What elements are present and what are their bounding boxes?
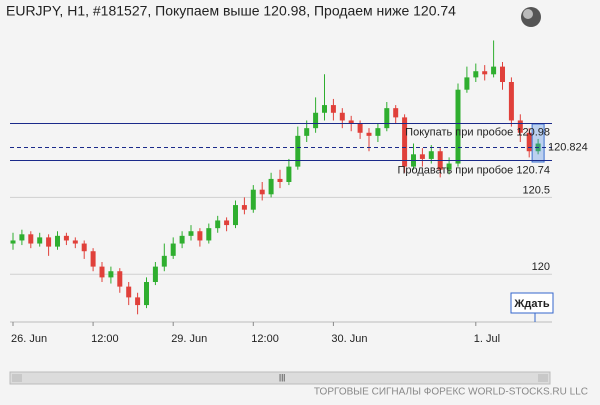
candle-body bbox=[526, 132, 532, 152]
candle-body bbox=[170, 243, 176, 256]
candle-body bbox=[72, 240, 78, 244]
candle-body bbox=[375, 128, 381, 136]
candle-body bbox=[233, 205, 238, 226]
candle-body bbox=[28, 234, 34, 244]
scroll-right[interactable] bbox=[538, 374, 548, 382]
x-tick-label: 26. Jun bbox=[11, 333, 47, 345]
candle-body bbox=[152, 266, 158, 282]
candle-body bbox=[63, 235, 69, 241]
candle-body bbox=[286, 166, 292, 182]
button-label[interactable]: Ждать bbox=[513, 298, 549, 310]
candle-body bbox=[19, 234, 25, 241]
candle-body bbox=[500, 66, 505, 82]
candle-body bbox=[90, 251, 96, 267]
x-tick-label: 12:00 bbox=[251, 333, 279, 345]
candle-body bbox=[419, 154, 425, 159]
candle-body bbox=[446, 163, 452, 170]
candle-body bbox=[135, 297, 141, 306]
current-price-label: 120.824 bbox=[548, 141, 588, 153]
candle-body bbox=[215, 220, 221, 229]
candle-body bbox=[393, 108, 399, 118]
candle-body bbox=[161, 255, 167, 267]
y-tick-label: 120.5 bbox=[522, 184, 550, 196]
candle-body bbox=[241, 205, 247, 210]
candle-body bbox=[455, 89, 461, 164]
candle-body bbox=[37, 237, 43, 244]
candle-body bbox=[144, 282, 149, 306]
candle-body bbox=[464, 77, 470, 90]
level-label: Продавать при пробое 120.74 bbox=[397, 164, 550, 176]
candle-body bbox=[322, 105, 327, 113]
candle-body bbox=[46, 237, 52, 247]
x-tick-label: 12:00 bbox=[91, 333, 119, 345]
candle-body bbox=[313, 112, 319, 129]
chart-title: EURJPY, H1, #181527, Покупаем выше 120.9… bbox=[6, 3, 456, 19]
candle-body bbox=[277, 178, 283, 182]
candle-body bbox=[428, 151, 434, 159]
candle-body bbox=[126, 286, 132, 298]
candle-body bbox=[295, 135, 301, 167]
candle-body bbox=[117, 271, 123, 287]
candle-body bbox=[304, 128, 310, 136]
candle-body bbox=[99, 266, 105, 278]
candle-body bbox=[224, 220, 230, 226]
candle-body bbox=[250, 189, 256, 210]
candle-body bbox=[402, 117, 408, 167]
candle-body bbox=[55, 235, 60, 247]
candle-body bbox=[517, 120, 523, 133]
scroll-thumb[interactable]: ||| bbox=[279, 373, 285, 382]
candle-body bbox=[508, 82, 514, 121]
candle-body bbox=[482, 71, 488, 75]
y-tick-label: 120 bbox=[532, 261, 550, 273]
candle-body bbox=[259, 189, 265, 195]
candle-body bbox=[384, 108, 390, 129]
candle-body bbox=[188, 231, 194, 236]
level-label: Покупать при пробое 120.98 bbox=[405, 126, 550, 138]
candle-body bbox=[81, 243, 87, 252]
candle-body bbox=[108, 271, 114, 278]
candle-body bbox=[330, 105, 336, 113]
x-tick-label: 30. Jun bbox=[331, 333, 367, 345]
footer: ТОРГОВЫЕ СИГНАЛЫ ФОРЕКС WORLD-STOCKS.RU … bbox=[314, 387, 588, 398]
scrollbar[interactable] bbox=[9, 371, 551, 385]
candle-body bbox=[491, 66, 497, 75]
candle-body bbox=[348, 120, 354, 124]
candle-body bbox=[357, 123, 363, 133]
candle-body bbox=[339, 112, 345, 121]
candle-body bbox=[366, 132, 372, 136]
candle-body bbox=[473, 71, 479, 78]
candle-body bbox=[206, 228, 212, 241]
candle-body bbox=[197, 231, 203, 241]
candle-body bbox=[268, 178, 274, 195]
x-tick-label: 1. Jul bbox=[474, 333, 500, 345]
wait-button[interactable]: Ждать bbox=[510, 292, 554, 322]
scroll-left[interactable] bbox=[12, 374, 22, 382]
candle-body bbox=[10, 240, 16, 244]
candle-body bbox=[179, 235, 185, 244]
globe-icon[interactable] bbox=[521, 7, 541, 27]
x-tick-label: 29. Jun bbox=[171, 333, 207, 345]
